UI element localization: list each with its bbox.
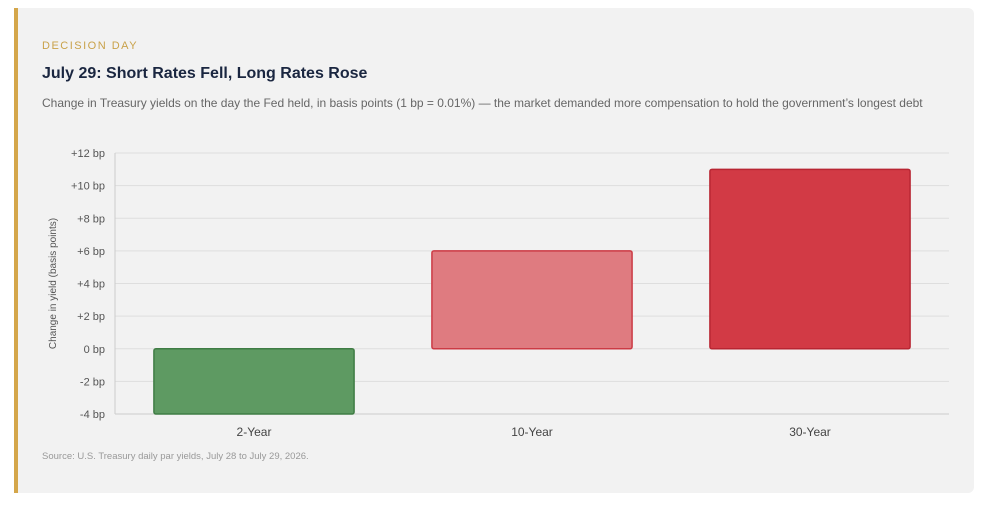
x-tick-label: 2-Year [237,425,272,439]
y-tick-label: +6 bp [77,246,105,258]
chart-subtitle: Change in Treasury yields on the day the… [42,96,923,110]
y-axis-label: Change in yield (basis points) [48,218,59,349]
source-note: Source: U.S. Treasury daily par yields, … [42,451,309,462]
y-tick-label: +8 bp [77,213,105,225]
y-tick-label: -2 bp [80,376,105,388]
bar-30-year [709,168,911,350]
y-tick-label: +12 bp [71,148,105,160]
x-tick-label: 30-Year [789,425,831,439]
kicker: DECISION DAY [42,40,139,52]
bar-2-year [153,348,355,415]
y-tick-label: +2 bp [77,311,105,323]
y-tick-label: 0 bp [84,344,105,356]
chart-card: DECISION DAY July 29: Short Rates Fell, … [14,8,974,493]
y-tick-label: -4 bp [80,409,105,421]
bar-10-year [431,250,633,350]
chart-title: July 29: Short Rates Fell, Long Rates Ro… [42,65,368,82]
y-tick-label: +4 bp [77,279,105,291]
x-tick-label: 10-Year [511,425,553,439]
accent-bar [14,8,18,493]
y-tick-label: +10 bp [71,181,105,193]
bar-chart: -4 bp -2 bp 0 bp +2 bp +4 bp +6 bp +8 bp +10 bp… [48,148,949,439]
